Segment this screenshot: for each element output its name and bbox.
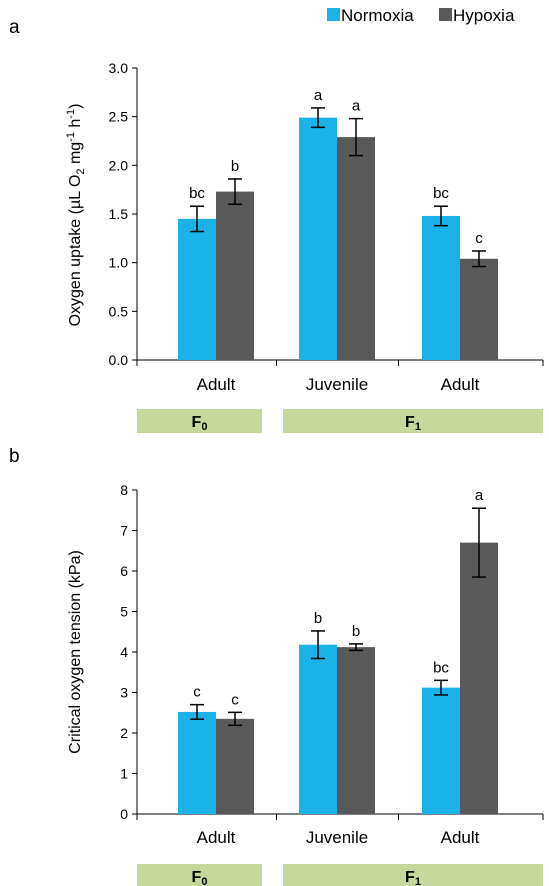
y-tick-label: 6 bbox=[120, 563, 128, 579]
significance-letter: a bbox=[314, 87, 323, 104]
y-tick-label: 2.5 bbox=[109, 109, 129, 125]
o2-subscript: 2 bbox=[75, 168, 87, 174]
generation-label: F0 bbox=[192, 414, 208, 433]
generation-band bbox=[283, 409, 543, 433]
significance-letter: c bbox=[475, 230, 483, 247]
category-label: Juvenile bbox=[306, 828, 368, 847]
legend-label-normoxia: Normoxia bbox=[341, 6, 414, 25]
y-tick-label: 4 bbox=[120, 644, 128, 660]
significance-letter: c bbox=[231, 691, 239, 708]
y-tick-label: 0.0 bbox=[109, 352, 129, 368]
y-tick-label: 8 bbox=[120, 482, 128, 498]
significance-letter: b bbox=[231, 158, 239, 175]
bar-hypoxia bbox=[216, 718, 254, 814]
significance-letter: bc bbox=[433, 659, 449, 676]
y-tick-label: 1 bbox=[120, 766, 128, 782]
category-label: Adult bbox=[197, 375, 236, 394]
panel-label-a: a bbox=[9, 17, 20, 38]
significance-letter: bc bbox=[189, 185, 205, 202]
generation-band bbox=[283, 864, 543, 886]
y-tick-label: 1.5 bbox=[109, 206, 129, 222]
panel-label-b: b bbox=[9, 446, 20, 467]
y-tick-label: 7 bbox=[120, 523, 128, 539]
bar-hypoxia bbox=[337, 137, 375, 360]
bar-normoxia bbox=[178, 711, 216, 814]
y-axis-label-a: Oxygen uptake (µL O2 mg-1 h-1) bbox=[65, 104, 87, 327]
category-label: Juvenile bbox=[306, 375, 368, 394]
legend-swatch-hypoxia bbox=[439, 8, 452, 21]
y-tick-label: 0 bbox=[120, 806, 128, 822]
significance-letter: b bbox=[314, 610, 322, 627]
legend: Normoxia Hypoxia bbox=[327, 6, 515, 25]
bar-normoxia bbox=[299, 644, 337, 814]
legend-swatch-normoxia bbox=[327, 8, 340, 21]
mg-superscript: -1 bbox=[65, 132, 77, 142]
y-tick-label: 3 bbox=[120, 685, 128, 701]
bar-normoxia bbox=[422, 687, 460, 814]
h-superscript: -1 bbox=[65, 109, 77, 119]
bar-hypoxia bbox=[460, 258, 498, 360]
legend-label-hypoxia: Hypoxia bbox=[453, 6, 515, 25]
y-tick-label: 2 bbox=[120, 725, 128, 741]
panel-b-plot: 0 1 2 3 4 5 6 7 8 Adult Juvenile Adult c b bc c b a F0 F1 bbox=[120, 482, 544, 886]
significance-letter: b bbox=[352, 623, 360, 640]
bar-normoxia bbox=[178, 218, 216, 360]
y-tick-label: 2.0 bbox=[109, 157, 129, 173]
y-tick-label: 1.0 bbox=[109, 255, 129, 271]
generation-label: F0 bbox=[192, 869, 208, 886]
y-axis-label-b: Critical oxygen tension (kPa) bbox=[67, 550, 84, 754]
generation-band bbox=[137, 864, 262, 886]
bar-hypoxia bbox=[460, 542, 498, 814]
y-tick-label: 0.5 bbox=[109, 303, 129, 319]
bar-hypoxia bbox=[337, 647, 375, 814]
y-tick-label: 3.0 bbox=[109, 60, 129, 76]
significance-letter: a bbox=[475, 487, 484, 504]
bar-normoxia bbox=[422, 215, 460, 360]
generation-label: F1 bbox=[405, 869, 421, 886]
generation-band bbox=[137, 409, 262, 433]
y-tick-label: 5 bbox=[120, 604, 128, 620]
panel-a-plot: 0.0 0.5 1.0 1.5 2.0 2.5 3.0 Adult Juvenile Adult b… bbox=[109, 60, 544, 433]
category-label: Adult bbox=[441, 375, 480, 394]
generation-label: F1 bbox=[405, 414, 421, 433]
bar-normoxia bbox=[299, 117, 337, 360]
category-label: Adult bbox=[197, 828, 236, 847]
category-label: Adult bbox=[441, 828, 480, 847]
significance-letter: a bbox=[352, 98, 361, 115]
significance-letter: bc bbox=[433, 185, 449, 202]
bar-hypoxia bbox=[216, 191, 254, 360]
significance-letter: c bbox=[193, 684, 201, 701]
